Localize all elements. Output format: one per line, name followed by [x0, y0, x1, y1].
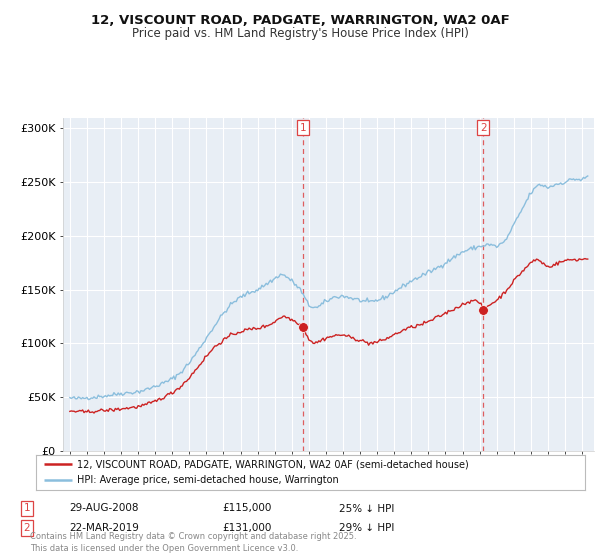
Text: 1: 1	[300, 123, 307, 133]
Text: HPI: Average price, semi-detached house, Warrington: HPI: Average price, semi-detached house,…	[77, 475, 339, 486]
Text: 12, VISCOUNT ROAD, PADGATE, WARRINGTON, WA2 0AF (semi-detached house): 12, VISCOUNT ROAD, PADGATE, WARRINGTON, …	[77, 459, 469, 469]
Text: Contains HM Land Registry data © Crown copyright and database right 2025.
This d: Contains HM Land Registry data © Crown c…	[30, 532, 356, 553]
Text: 29-AUG-2008: 29-AUG-2008	[69, 503, 139, 514]
Text: 12, VISCOUNT ROAD, PADGATE, WARRINGTON, WA2 0AF: 12, VISCOUNT ROAD, PADGATE, WARRINGTON, …	[91, 14, 509, 27]
Text: 2: 2	[23, 523, 31, 533]
Text: 29% ↓ HPI: 29% ↓ HPI	[339, 523, 394, 533]
Text: 22-MAR-2019: 22-MAR-2019	[69, 523, 139, 533]
Text: £131,000: £131,000	[222, 523, 271, 533]
Text: £115,000: £115,000	[222, 503, 271, 514]
Text: Price paid vs. HM Land Registry's House Price Index (HPI): Price paid vs. HM Land Registry's House …	[131, 27, 469, 40]
Text: 1: 1	[23, 503, 31, 514]
Text: 25% ↓ HPI: 25% ↓ HPI	[339, 503, 394, 514]
Text: 2: 2	[480, 123, 487, 133]
